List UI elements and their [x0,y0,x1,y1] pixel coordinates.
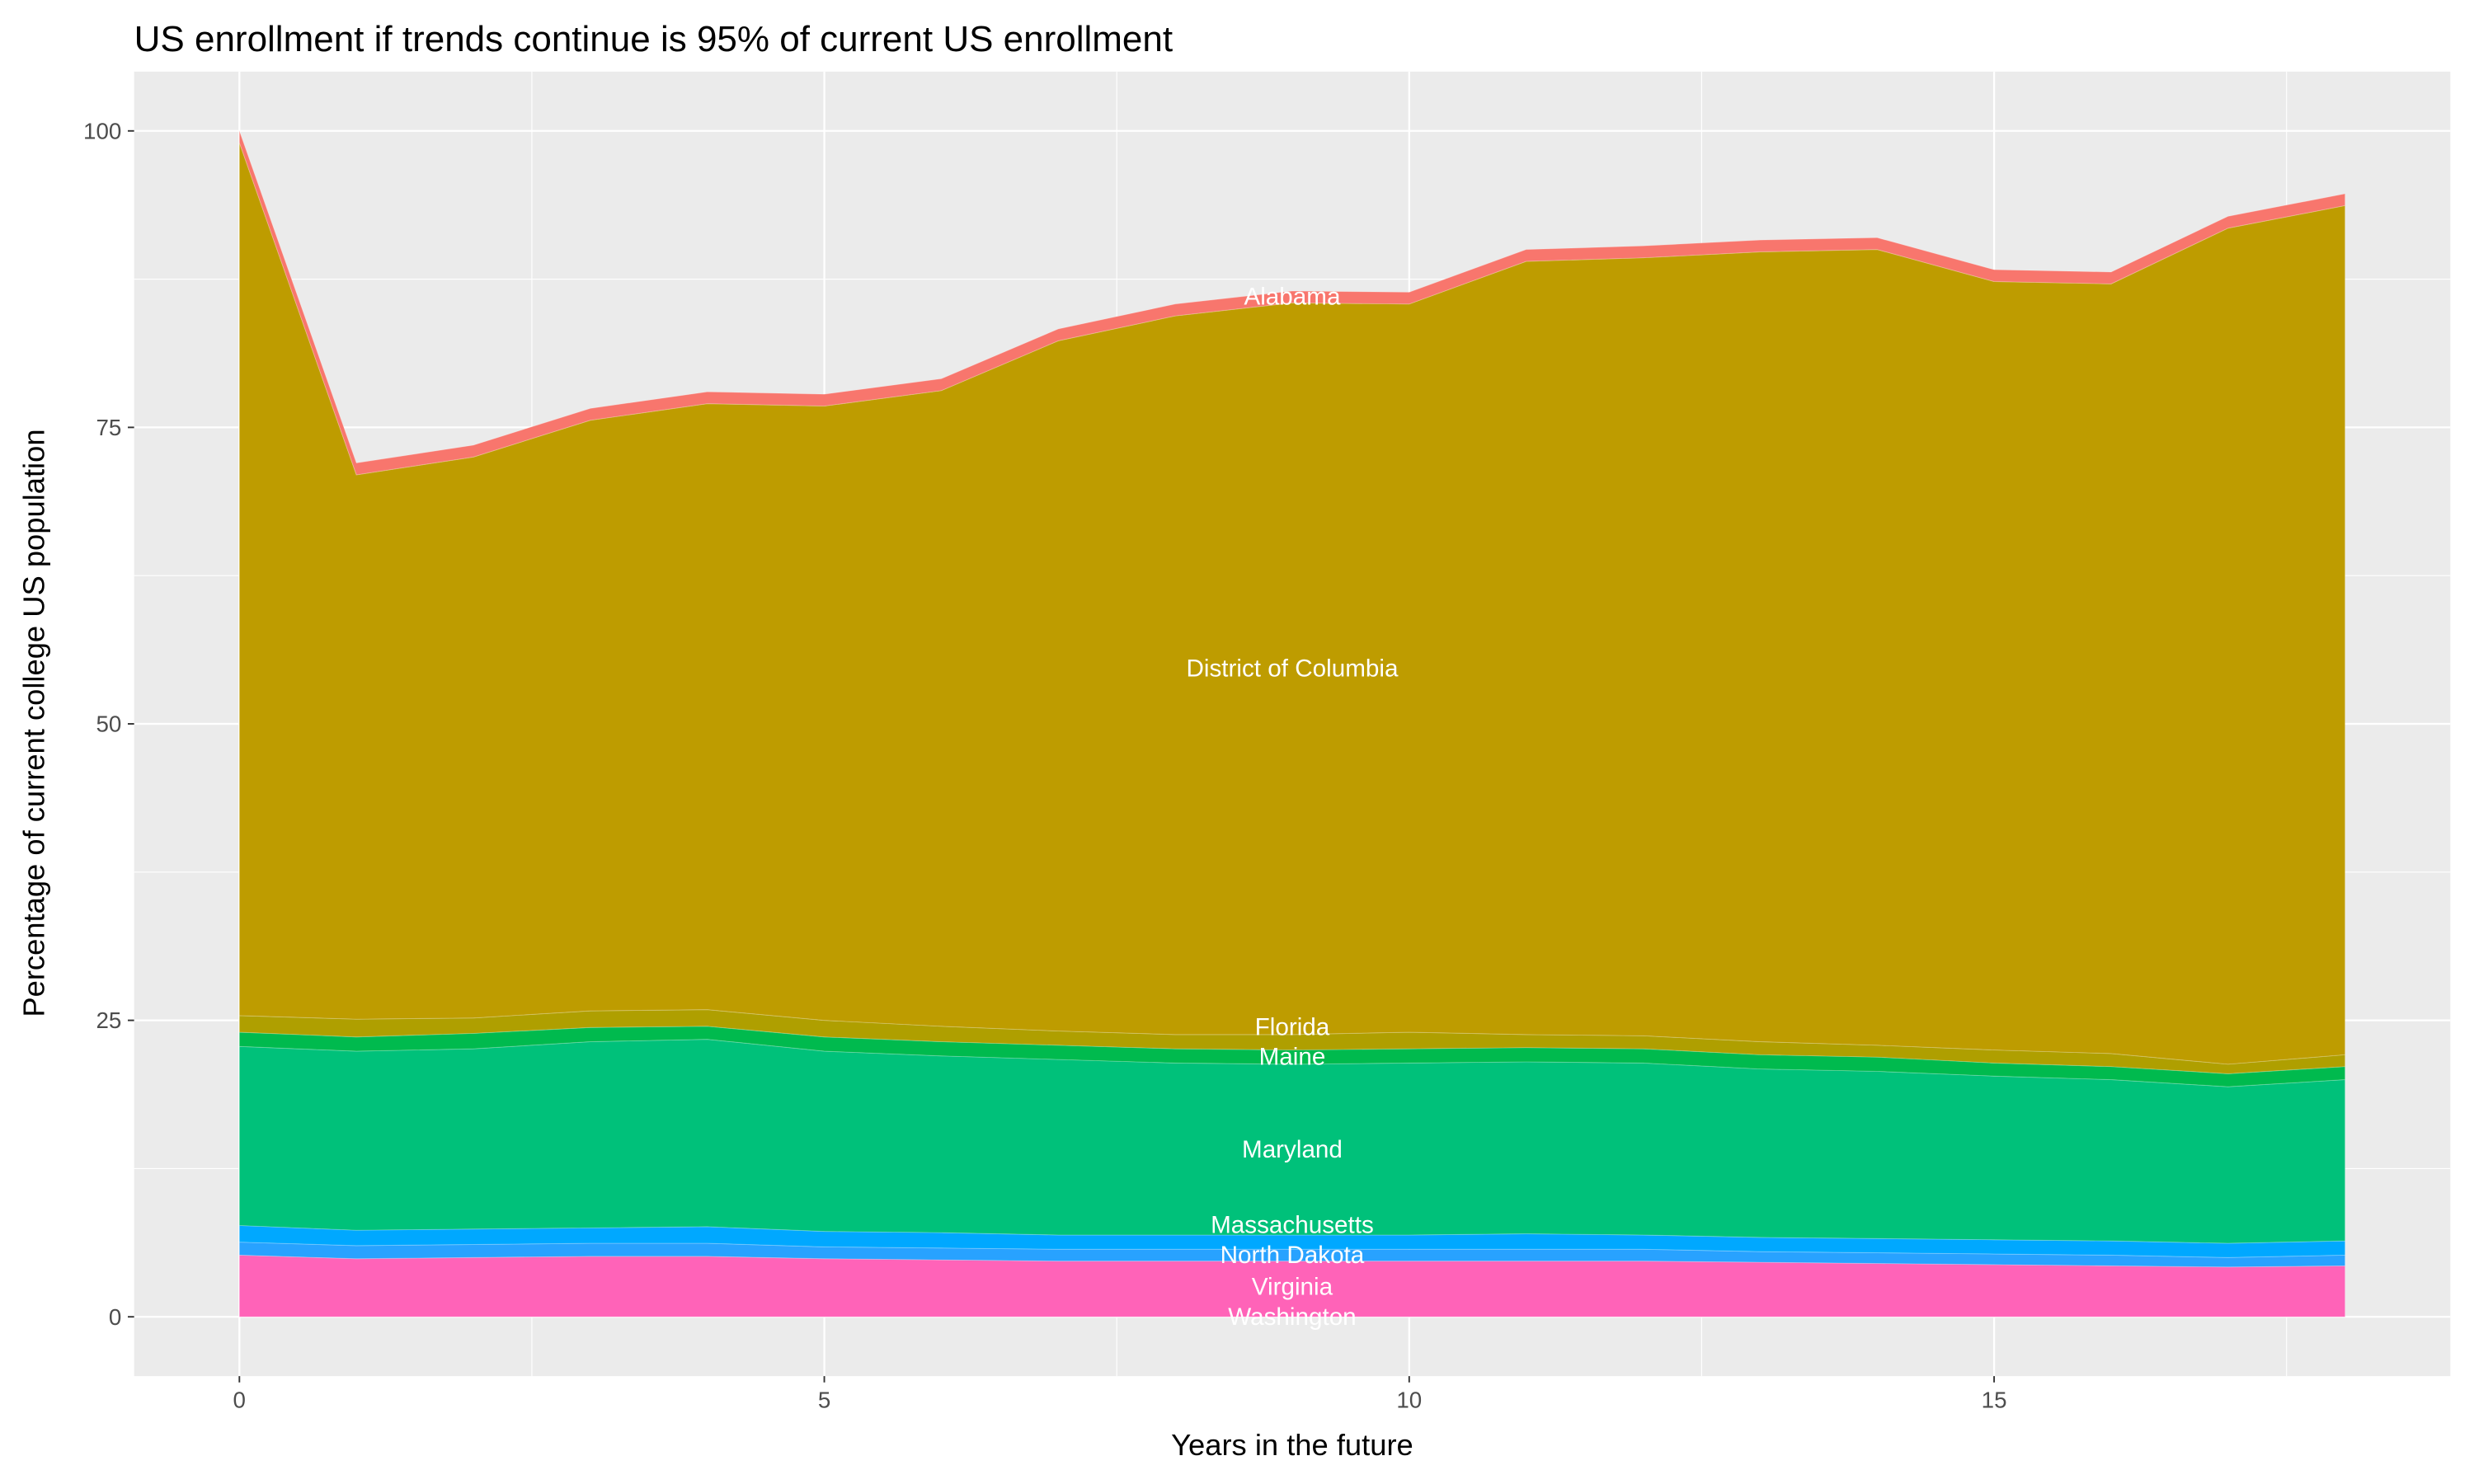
series-label: Washington [1228,1303,1356,1331]
area-layers [238,130,2346,1317]
y-tick-label: 100 [83,118,121,143]
x-tick-label: 0 [233,1387,246,1412]
chart-title: US enrollment if trends continue is 95% … [134,19,1173,59]
series-label: North Dakota [1221,1242,1365,1269]
series-label: Virginia [1252,1273,1333,1300]
x-tick-label: 10 [1396,1387,1422,1412]
y-tick-label: 50 [96,711,121,737]
area-massachusetts [238,1224,2346,1258]
area-maryland [238,1039,2346,1244]
y-axis-title: Percentage of current college US populat… [17,429,51,1017]
series-label: Florida [1255,1013,1330,1040]
area-alabama [238,130,2346,476]
series-labels: Washington Virginia North Dakota Massachuse… [1186,284,1398,1331]
x-tick-label: 15 [1982,1387,2007,1412]
area-district-of-columbia [238,143,2346,1065]
series-label: District of Columbia [1186,655,1398,683]
y-tick-label: 0 [109,1304,121,1330]
y-axis-ticks: 0 25 50 75 100 [83,118,134,1330]
series-label: Maryland [1242,1136,1343,1163]
series-label: Maine [1259,1044,1326,1071]
series-label: Massachusetts [1211,1212,1374,1239]
area-virginia [238,1254,2346,1317]
x-axis-ticks: 0 5 10 15 [233,1376,2007,1412]
area-florida [238,1009,2346,1074]
x-axis-title: Years in the future [1171,1428,1413,1462]
x-tick-label: 5 [818,1387,830,1412]
y-tick-label: 75 [96,415,121,440]
area-north-dakota [238,1242,2346,1268]
series-label: Alabama [1244,284,1341,311]
y-tick-label: 25 [96,1007,121,1033]
